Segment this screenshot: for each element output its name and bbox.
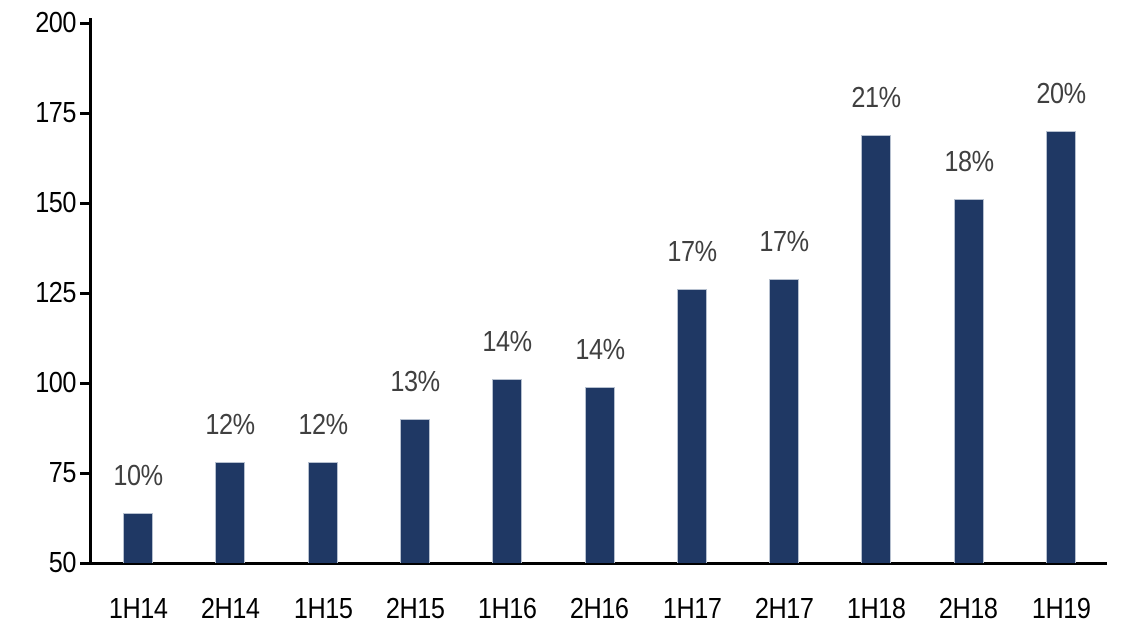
y-axis-tick xyxy=(80,381,92,385)
x-axis-label: 2H15 xyxy=(385,593,445,625)
y-axis-line xyxy=(89,18,92,565)
y-axis-tick-label: 75 xyxy=(48,457,77,489)
bar-1H15 xyxy=(307,462,338,563)
x-axis-label: 2H14 xyxy=(201,593,260,625)
x-axis-label: 1H16 xyxy=(477,593,537,625)
bar-1H16 xyxy=(492,379,523,563)
x-axis-label: 1H18 xyxy=(847,593,906,625)
bar-2H17 xyxy=(769,278,800,563)
x-axis-label: 2H17 xyxy=(754,593,814,625)
x-axis-line xyxy=(80,561,1107,565)
bar-value-label: 20% xyxy=(1036,78,1086,110)
bar-value-label: 10% xyxy=(113,459,164,492)
y-axis-tick-label: 200 xyxy=(35,7,76,39)
bar-value-label: 14% xyxy=(482,326,533,359)
bar-1H17 xyxy=(676,289,707,563)
y-axis-tick xyxy=(80,291,92,295)
x-axis-label: 1H17 xyxy=(662,593,722,625)
x-axis-label: 2H16 xyxy=(570,593,629,625)
bar-1H14 xyxy=(123,512,154,563)
y-axis-tick xyxy=(80,471,92,475)
y-axis-tick-label: 50 xyxy=(48,547,77,579)
bar-value-label: 21% xyxy=(851,81,902,114)
x-axis-label: 1H15 xyxy=(293,593,352,625)
bar-value-label: 12% xyxy=(298,409,348,442)
bar-2H15 xyxy=(399,419,430,563)
bar-value-label: 17% xyxy=(667,236,717,269)
x-axis-label: 1H19 xyxy=(1031,593,1091,625)
bar-1H18 xyxy=(861,134,892,563)
y-axis-tick-label: 150 xyxy=(35,187,76,219)
x-axis-label: 1H14 xyxy=(108,593,168,625)
y-axis-tick xyxy=(80,201,92,205)
y-axis-tick xyxy=(80,561,92,565)
bar-2H16 xyxy=(584,386,615,563)
bar-2H14 xyxy=(215,462,246,563)
y-axis-tick-label: 125 xyxy=(35,277,76,309)
bar-value-label: 13% xyxy=(390,366,440,398)
bar-value-label: 14% xyxy=(574,333,625,366)
bar-value-label: 17% xyxy=(759,225,809,258)
bar-value-label: 18% xyxy=(943,146,994,179)
x-axis-label: 2H18 xyxy=(939,593,998,625)
y-axis-tick-label: 100 xyxy=(35,367,76,399)
bar-2H18 xyxy=(953,199,984,563)
bar-value-label: 12% xyxy=(205,409,256,442)
y-axis-tick-label: 175 xyxy=(35,97,76,129)
bar-1H19 xyxy=(1045,131,1076,563)
y-axis-tick xyxy=(80,111,92,115)
y-axis-tick xyxy=(80,21,92,25)
